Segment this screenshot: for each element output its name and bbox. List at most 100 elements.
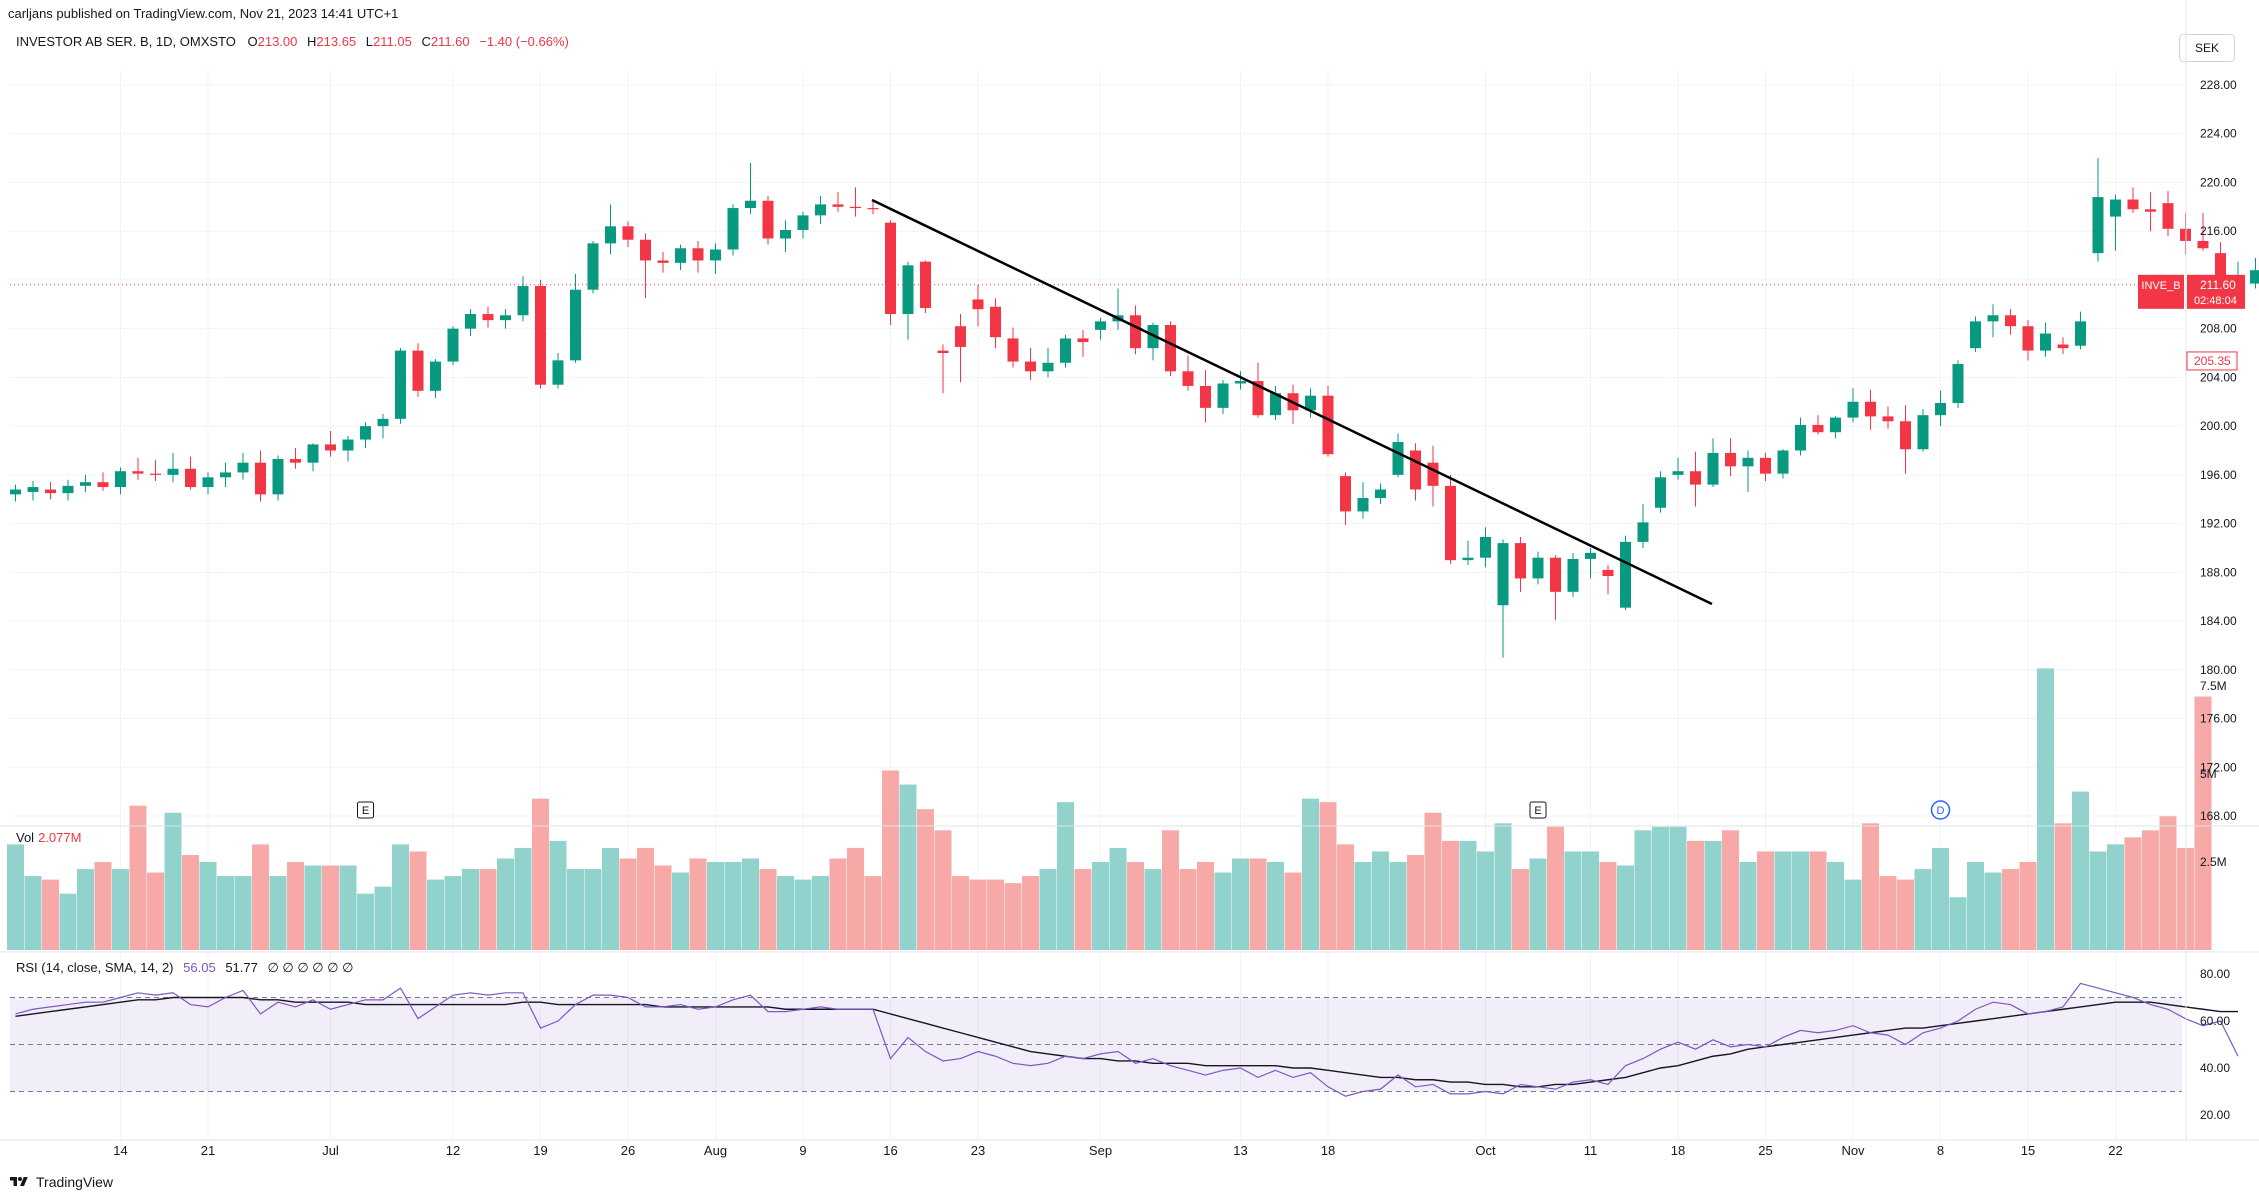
volume-bar <box>847 847 864 950</box>
volume-bar <box>1407 854 1424 950</box>
candle-body <box>902 265 914 315</box>
candle-body <box>1690 471 1701 485</box>
candle-body <box>692 248 704 261</box>
date-tick-label: Aug <box>704 1143 727 1158</box>
candle-body <box>27 487 39 492</box>
candle-body <box>972 299 984 310</box>
volume-bar <box>322 865 339 950</box>
volume-bar <box>724 862 742 950</box>
dividend-icon[interactable] <box>1930 800 1951 820</box>
candle-body <box>2250 270 2259 284</box>
volume-bar <box>1477 851 1494 950</box>
last-price-badge <box>2187 274 2245 309</box>
earnings-icon[interactable] <box>1529 801 1547 819</box>
rsi-line <box>15 982 2239 1097</box>
rsi-tick-label: 80.00 <box>2200 967 2230 981</box>
candle-body <box>1777 450 1789 474</box>
candle-body <box>290 459 301 463</box>
candle-body <box>1007 338 1019 362</box>
volume-bar <box>357 893 374 950</box>
publisher-text: carljans published on TradingView.com, N… <box>8 6 399 21</box>
candle-body <box>622 226 634 240</box>
date-tick-label: 26 <box>621 1143 635 1158</box>
symbol-title[interactable]: INVESTOR AB SER. B, 1D, OMXSTO <box>16 34 236 49</box>
candle-body <box>1182 371 1194 386</box>
rsi-lines <box>15 982 2239 1097</box>
candle-body <box>1672 471 1684 475</box>
candle-body <box>587 243 599 290</box>
high-value: 213.65 <box>316 34 357 49</box>
candle-body <box>1882 416 1894 422</box>
candlestick-series <box>10 158 2259 658</box>
last-price-text: 211.60 <box>2200 278 2236 292</box>
volume-bar <box>479 869 497 950</box>
volume-bar <box>2019 862 2037 950</box>
volume-legend: Vol 2.077M <box>16 830 81 845</box>
candle-body <box>1620 541 1631 608</box>
price-tick-label: 200.00 <box>2200 419 2237 433</box>
price-tick-label: 216.00 <box>2200 224 2237 238</box>
volume-bar <box>549 840 567 950</box>
candle-body <box>150 473 161 475</box>
footer-brand[interactable]: TradingView <box>8 1174 113 1190</box>
candle-body <box>1130 315 1141 349</box>
candle-body <box>2005 315 2016 327</box>
volume-tick-label: 7.5M <box>2200 679 2227 693</box>
candle-body <box>2127 199 2139 210</box>
volume-bar <box>1914 869 1932 950</box>
candle-body <box>920 261 931 308</box>
candle-body <box>1235 381 1246 384</box>
price-tick-label: 168.00 <box>2200 809 2237 823</box>
volume-bar <box>689 858 707 950</box>
volume-bar <box>1372 851 1389 950</box>
volume-bar <box>1022 876 1039 950</box>
candle-body <box>342 439 354 451</box>
candle-body <box>1707 452 1719 485</box>
earnings-marker-label: E <box>1534 805 1541 817</box>
volume-bar <box>812 876 829 950</box>
ticker-badge <box>2138 274 2184 309</box>
open-value: 213.00 <box>257 34 298 49</box>
candle-body <box>1165 325 1176 372</box>
candle-body <box>1585 552 1596 559</box>
volume-bar <box>2002 869 2019 950</box>
price-tick-label: 192.00 <box>2200 517 2237 531</box>
volume-bar <box>1879 876 1897 950</box>
volume-bar <box>304 865 322 950</box>
volume-bar <box>1792 851 1809 950</box>
candle-body <box>412 350 424 391</box>
candle-body <box>2197 240 2209 249</box>
candle-body <box>1060 338 1071 363</box>
trend-line[interactable] <box>871 198 1713 606</box>
candle-body <box>850 206 861 209</box>
volume-bar <box>7 844 24 950</box>
volume-bar <box>1249 858 1267 950</box>
volume-bar <box>444 876 462 950</box>
low-marker-text: 205.35 <box>2194 354 2231 368</box>
candle-body <box>1375 489 1386 499</box>
candle-body <box>10 489 21 495</box>
symbol-legend: INVESTOR AB SER. B, 1D, OMXSTO O213.00 H… <box>16 34 569 49</box>
volume-bar <box>1214 872 1232 950</box>
candle-body <box>1970 321 1981 349</box>
candle-body <box>1865 401 1876 417</box>
volume-bar <box>584 869 602 950</box>
candle-body <box>605 226 616 244</box>
volume-bar <box>2159 816 2177 950</box>
candle-body <box>377 418 389 427</box>
currency-button[interactable]: SEK <box>2179 34 2235 62</box>
candle-body <box>482 314 494 321</box>
volume-bar <box>934 830 952 950</box>
volume-bar <box>392 844 409 950</box>
volume-bar <box>269 876 287 950</box>
price-tick-label: 204.00 <box>2200 370 2237 384</box>
candle-body <box>1830 417 1841 433</box>
volume-bar <box>1774 851 1792 950</box>
volume-bar <box>1739 862 1757 950</box>
candle-body <box>570 289 581 361</box>
candle-body <box>727 208 739 250</box>
volume-bar <box>567 869 584 950</box>
volume-bar <box>1162 830 1179 950</box>
earnings-icon[interactable] <box>357 801 374 819</box>
